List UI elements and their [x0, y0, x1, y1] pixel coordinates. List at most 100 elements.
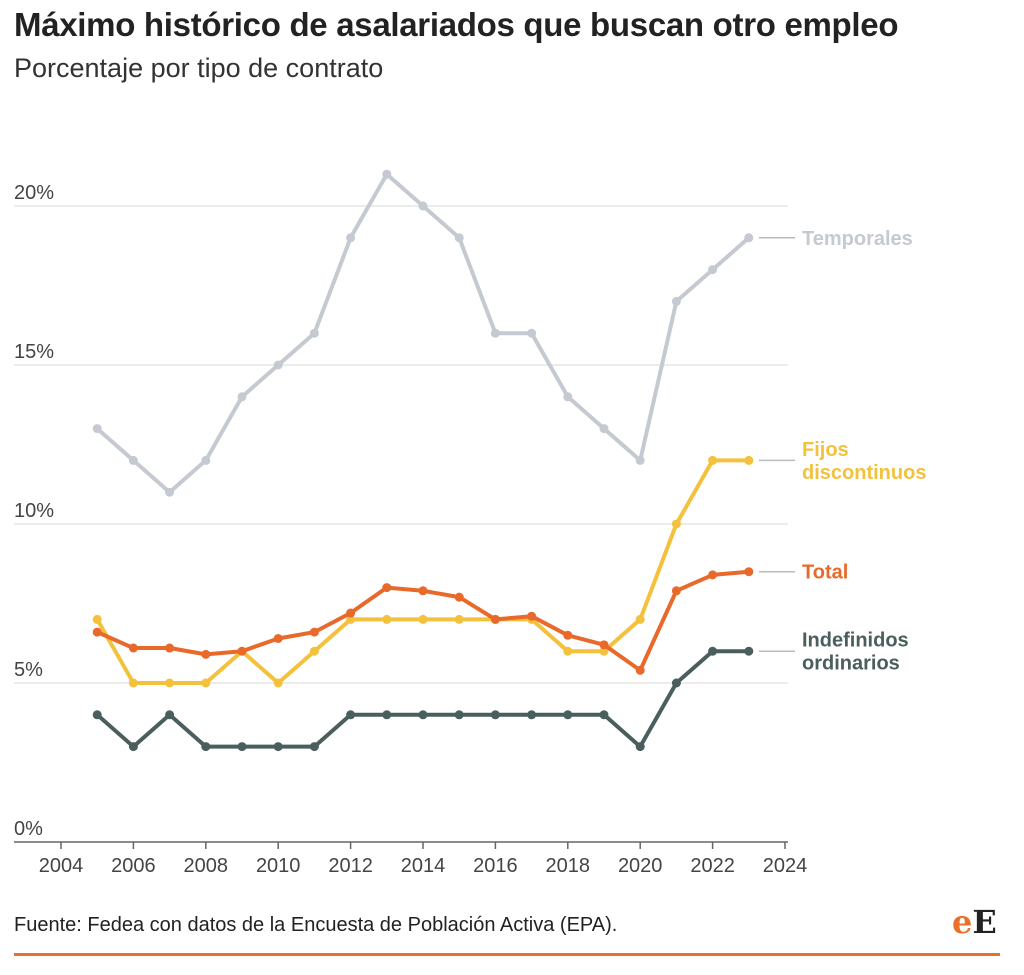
data-point-total: [237, 646, 247, 656]
x-tick-label: 2016: [473, 855, 518, 877]
data-point-indefinidos-ordinarios: [671, 678, 681, 688]
data-point-total: [599, 640, 609, 650]
data-point-indefinidos-ordinarios: [490, 710, 500, 720]
data-point-total: [128, 643, 138, 653]
data-point-indefinidos-ordinarios: [454, 710, 464, 720]
data-point-fijos-discontinuos: [708, 455, 718, 465]
x-tick-label: 2006: [111, 855, 156, 877]
data-point-fijos-discontinuos: [128, 678, 138, 688]
data-point-total: [346, 608, 356, 618]
data-point-temporales: [309, 328, 319, 338]
data-point-temporales: [671, 296, 681, 306]
data-point-temporales: [744, 233, 754, 243]
data-point-fijos-discontinuos: [635, 614, 645, 624]
data-point-total: [309, 627, 319, 637]
y-tick-label: 20%: [14, 182, 54, 204]
logo-e-lower: e: [952, 903, 973, 941]
series-labels: Temporales Fijos discontinuos Total Indefini…: [758, 228, 926, 675]
series-layer: [92, 169, 754, 752]
data-point-fijos-discontinuos: [165, 678, 175, 688]
y-tick-label: 0%: [14, 818, 43, 840]
data-point-total: [671, 586, 681, 596]
data-point-indefinidos-ordinarios: [744, 646, 754, 656]
y-tick-label: 10%: [14, 500, 54, 522]
data-point-fijos-discontinuos: [309, 646, 319, 656]
line-chart: 0%5%10%15%20% 2004 2006 2008 2010 2012 2014 20…: [14, 169, 926, 877]
data-point-indefinidos-ordinarios: [128, 742, 138, 752]
data-point-indefinidos-ordinarios: [165, 710, 175, 720]
data-point-indefinidos-ordinarios: [418, 710, 428, 720]
x-tick-label: 2010: [256, 855, 301, 877]
data-point-fijos-discontinuos: [382, 614, 392, 624]
series-fijos-discontinuos: [92, 455, 754, 688]
data-point-total: [165, 643, 175, 653]
series-temporales: [92, 169, 754, 497]
data-point-temporales: [382, 169, 392, 179]
series-line-indefinidos-ordinarios: [95, 649, 751, 749]
series-label-indefinidos-ordinarios: Indefinidos ordinarios: [802, 630, 909, 675]
data-point-temporales: [92, 424, 102, 434]
data-point-total: [744, 567, 754, 577]
data-point-fijos-discontinuos: [744, 455, 754, 465]
x-tick-label: 2004: [39, 855, 84, 877]
series-line-temporales: [95, 172, 751, 495]
data-point-temporales: [201, 455, 211, 465]
data-point-indefinidos-ordinarios: [237, 742, 247, 752]
x-tick-label: 2018: [546, 855, 591, 877]
x-tick-label: 2008: [184, 855, 229, 877]
data-point-total: [273, 633, 283, 643]
data-point-indefinidos-ordinarios: [527, 710, 537, 720]
data-point-temporales: [346, 233, 356, 243]
y-tick-label: 15%: [14, 341, 54, 363]
data-point-total: [418, 586, 428, 596]
data-point-indefinidos-ordinarios: [563, 710, 573, 720]
data-point-temporales: [599, 424, 609, 434]
data-point-temporales: [273, 360, 283, 370]
x-tick-label: 2024: [763, 855, 808, 877]
data-point-total: [527, 611, 537, 621]
data-point-fijos-discontinuos: [563, 646, 573, 656]
data-point-temporales: [165, 487, 175, 497]
data-point-temporales: [635, 455, 645, 465]
data-point-fijos-discontinuos: [92, 614, 102, 624]
data-point-total: [201, 649, 211, 659]
series-label-temporales: Temporales: [802, 228, 913, 250]
chart-title: Máximo histórico de asalariados que busc…: [14, 6, 899, 43]
data-point-temporales: [454, 233, 464, 243]
publisher-logo: eE: [952, 903, 997, 941]
data-point-indefinidos-ordinarios: [346, 710, 356, 720]
footer-rule: [14, 953, 1000, 956]
grid-layer: [14, 205, 788, 684]
chart-subtitle: Porcentaje por tipo de contrato: [14, 53, 384, 83]
data-point-fijos-discontinuos: [671, 519, 681, 529]
data-point-temporales: [563, 392, 573, 402]
x-tick-label: 2022: [690, 855, 735, 877]
data-point-indefinidos-ordinarios: [708, 646, 718, 656]
data-point-indefinidos-ordinarios: [635, 742, 645, 752]
data-point-total: [490, 614, 500, 624]
data-point-temporales: [418, 201, 428, 211]
data-point-total: [454, 592, 464, 602]
data-point-temporales: [237, 392, 247, 402]
data-point-total: [563, 630, 573, 640]
series-total: [92, 567, 754, 675]
data-point-fijos-discontinuos: [454, 614, 464, 624]
data-point-total: [635, 665, 645, 675]
source-note: Fuente: Fedea con datos de la Encuesta d…: [14, 914, 618, 936]
logo-e-upper: E: [972, 903, 997, 941]
data-point-fijos-discontinuos: [273, 678, 283, 688]
series-label-fijos-discontinuos: Fijos discontinuos: [802, 439, 926, 484]
data-point-fijos-discontinuos: [418, 614, 428, 624]
x-axis: 2004 2006 2008 2010 2012 2014 2016 2018 2020 2022…: [14, 841, 808, 877]
data-point-total: [708, 570, 718, 580]
data-point-fijos-discontinuos: [599, 646, 609, 656]
y-tick-labels: 0% 5% 10% 15% 20%: [14, 182, 54, 840]
data-point-total: [382, 583, 392, 593]
data-point-indefinidos-ordinarios: [599, 710, 609, 720]
data-point-indefinidos-ordinarios: [92, 710, 102, 720]
data-point-indefinidos-ordinarios: [201, 742, 211, 752]
data-point-indefinidos-ordinarios: [273, 742, 283, 752]
series-label-total: Total: [802, 562, 848, 584]
x-tick-label: 2014: [401, 855, 446, 877]
data-point-temporales: [708, 265, 718, 275]
